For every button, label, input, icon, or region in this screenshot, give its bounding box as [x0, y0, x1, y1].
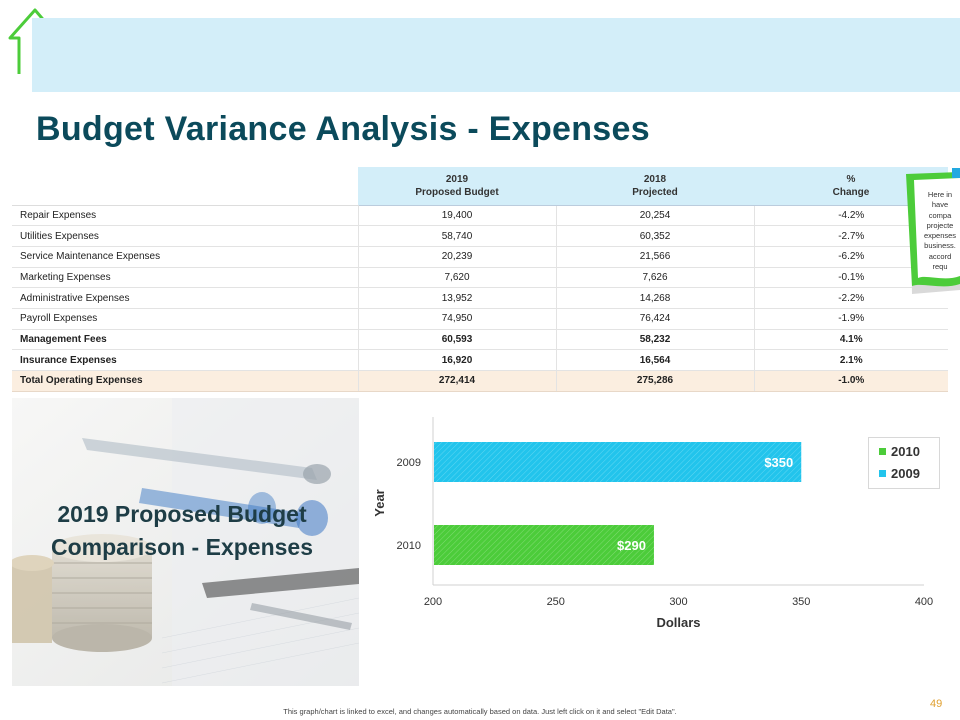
footnote: This graph/chart is linked to excel, and…: [283, 707, 677, 716]
cell-projected: 60,352: [556, 225, 755, 247]
total-projected: 275,286: [556, 370, 755, 392]
total-change: -1.0%: [754, 370, 948, 392]
row-label: Administrative Expenses: [12, 287, 359, 309]
cell-projected: 7,626: [556, 267, 755, 289]
table-row: Insurance Expenses 16,920 16,564 2.1%: [12, 349, 948, 371]
cell-change: -1.9%: [754, 308, 948, 330]
cell-change: -0.1%: [754, 267, 948, 289]
y-tick-label: 2009: [397, 457, 421, 469]
row-label: Service Maintenance Expenses: [12, 246, 359, 268]
cell-projected: 76,424: [556, 308, 755, 330]
x-tick-label: 350: [792, 596, 810, 608]
row-label: Utilities Expenses: [12, 225, 359, 247]
x-tick-label: 250: [547, 596, 565, 608]
table-row: Marketing Expenses 7,620 7,626 -0.1%: [12, 267, 948, 289]
table-row: Payroll Expenses 74,950 76,424 -1.9%: [12, 308, 948, 330]
header-band: [32, 18, 960, 92]
y-axis-title: Year: [372, 489, 387, 516]
table-row: Service Maintenance Expenses 20,239 21,566…: [12, 246, 948, 268]
cell-change: -6.2%: [754, 246, 948, 268]
bar-2009: [434, 442, 802, 482]
header-projected: 2018 Projected: [556, 167, 754, 206]
cell-projected: 16,564: [556, 349, 755, 371]
row-label: Repair Expenses: [12, 205, 359, 227]
x-axis-title: Dollars: [656, 615, 700, 630]
row-label: Payroll Expenses: [12, 308, 359, 330]
legend-item-2009: 2009: [879, 466, 920, 481]
total-proposed-budget: 272,414: [358, 370, 557, 392]
legend-item-2010: 2010: [879, 444, 920, 459]
x-tick-label: 400: [915, 596, 933, 608]
cell-proposed-budget: 16,920: [358, 349, 557, 371]
table-total-row: Total Operating Expenses 272,414 275,286 -1…: [12, 370, 948, 392]
table-row: Administrative Expenses 13,952 14,268 -2.2%: [12, 287, 948, 309]
cell-change: -2.7%: [754, 225, 948, 247]
row-label: Insurance Expenses: [12, 349, 359, 371]
cell-proposed-budget: 60,593: [358, 329, 557, 351]
cell-proposed-budget: 13,952: [358, 287, 557, 309]
bar-chart: 200 250 300 350 400 2009 $350 2010 $290 Dollars Ye…: [372, 417, 933, 630]
table-row: Utilities Expenses 58,740 60,352 -2.7%: [12, 225, 948, 247]
budget-table: 2019 Proposed Budget 2018 Projected % Chang…: [12, 167, 948, 392]
cell-proposed-budget: 58,740: [358, 225, 557, 247]
page-title: Budget Variance Analysis - Expenses: [36, 110, 650, 148]
data-label: $350: [764, 455, 793, 470]
data-label: $290: [617, 538, 646, 553]
cell-projected: 58,232: [556, 329, 755, 351]
cell-projected: 21,566: [556, 246, 755, 268]
chart-section-title: 2019 Proposed Budget Comparison - Expense…: [50, 501, 314, 560]
callout-text: Here in have compa projecte expenses bus…: [923, 190, 957, 272]
cell-proposed-budget: 19,400: [358, 205, 557, 227]
x-tick-label: 200: [424, 596, 442, 608]
cell-projected: 14,268: [556, 287, 755, 309]
cell-change: 4.1%: [754, 329, 948, 351]
cell-proposed-budget: 20,239: [358, 246, 557, 268]
y-tick-label: 2010: [397, 540, 421, 552]
chart-legend: 2010 2009: [868, 437, 940, 489]
table-row: Management Fees 60,593 58,232 4.1%: [12, 329, 948, 351]
page-number: 49: [930, 698, 943, 710]
header-blank: [12, 167, 358, 206]
cell-proposed-budget: 74,950: [358, 308, 557, 330]
coins-pens-photo: [12, 398, 359, 686]
row-label: Marketing Expenses: [12, 267, 359, 289]
header-proposed-budget: 2019 Proposed Budget: [358, 167, 556, 206]
bar-2010: [434, 525, 654, 565]
table-row: Repair Expenses 19,400 20,254 -4.2%: [12, 205, 948, 227]
header-change: % Change: [754, 167, 948, 206]
legend-swatch-2010: [879, 448, 886, 455]
cell-change: 2.1%: [754, 349, 948, 371]
cell-change: -4.2%: [754, 205, 948, 227]
table-header-row: 2019 Proposed Budget 2018 Projected % Chang…: [12, 167, 948, 206]
cell-change: -2.2%: [754, 287, 948, 309]
row-label: Management Fees: [12, 329, 359, 351]
callout-tag: [952, 168, 960, 178]
legend-swatch-2009: [879, 470, 886, 477]
cell-projected: 20,254: [556, 205, 755, 227]
cell-proposed-budget: 7,620: [358, 267, 557, 289]
callout-note: [906, 172, 960, 294]
total-label: Total Operating Expenses: [12, 370, 359, 392]
x-tick-label: 300: [669, 596, 687, 608]
